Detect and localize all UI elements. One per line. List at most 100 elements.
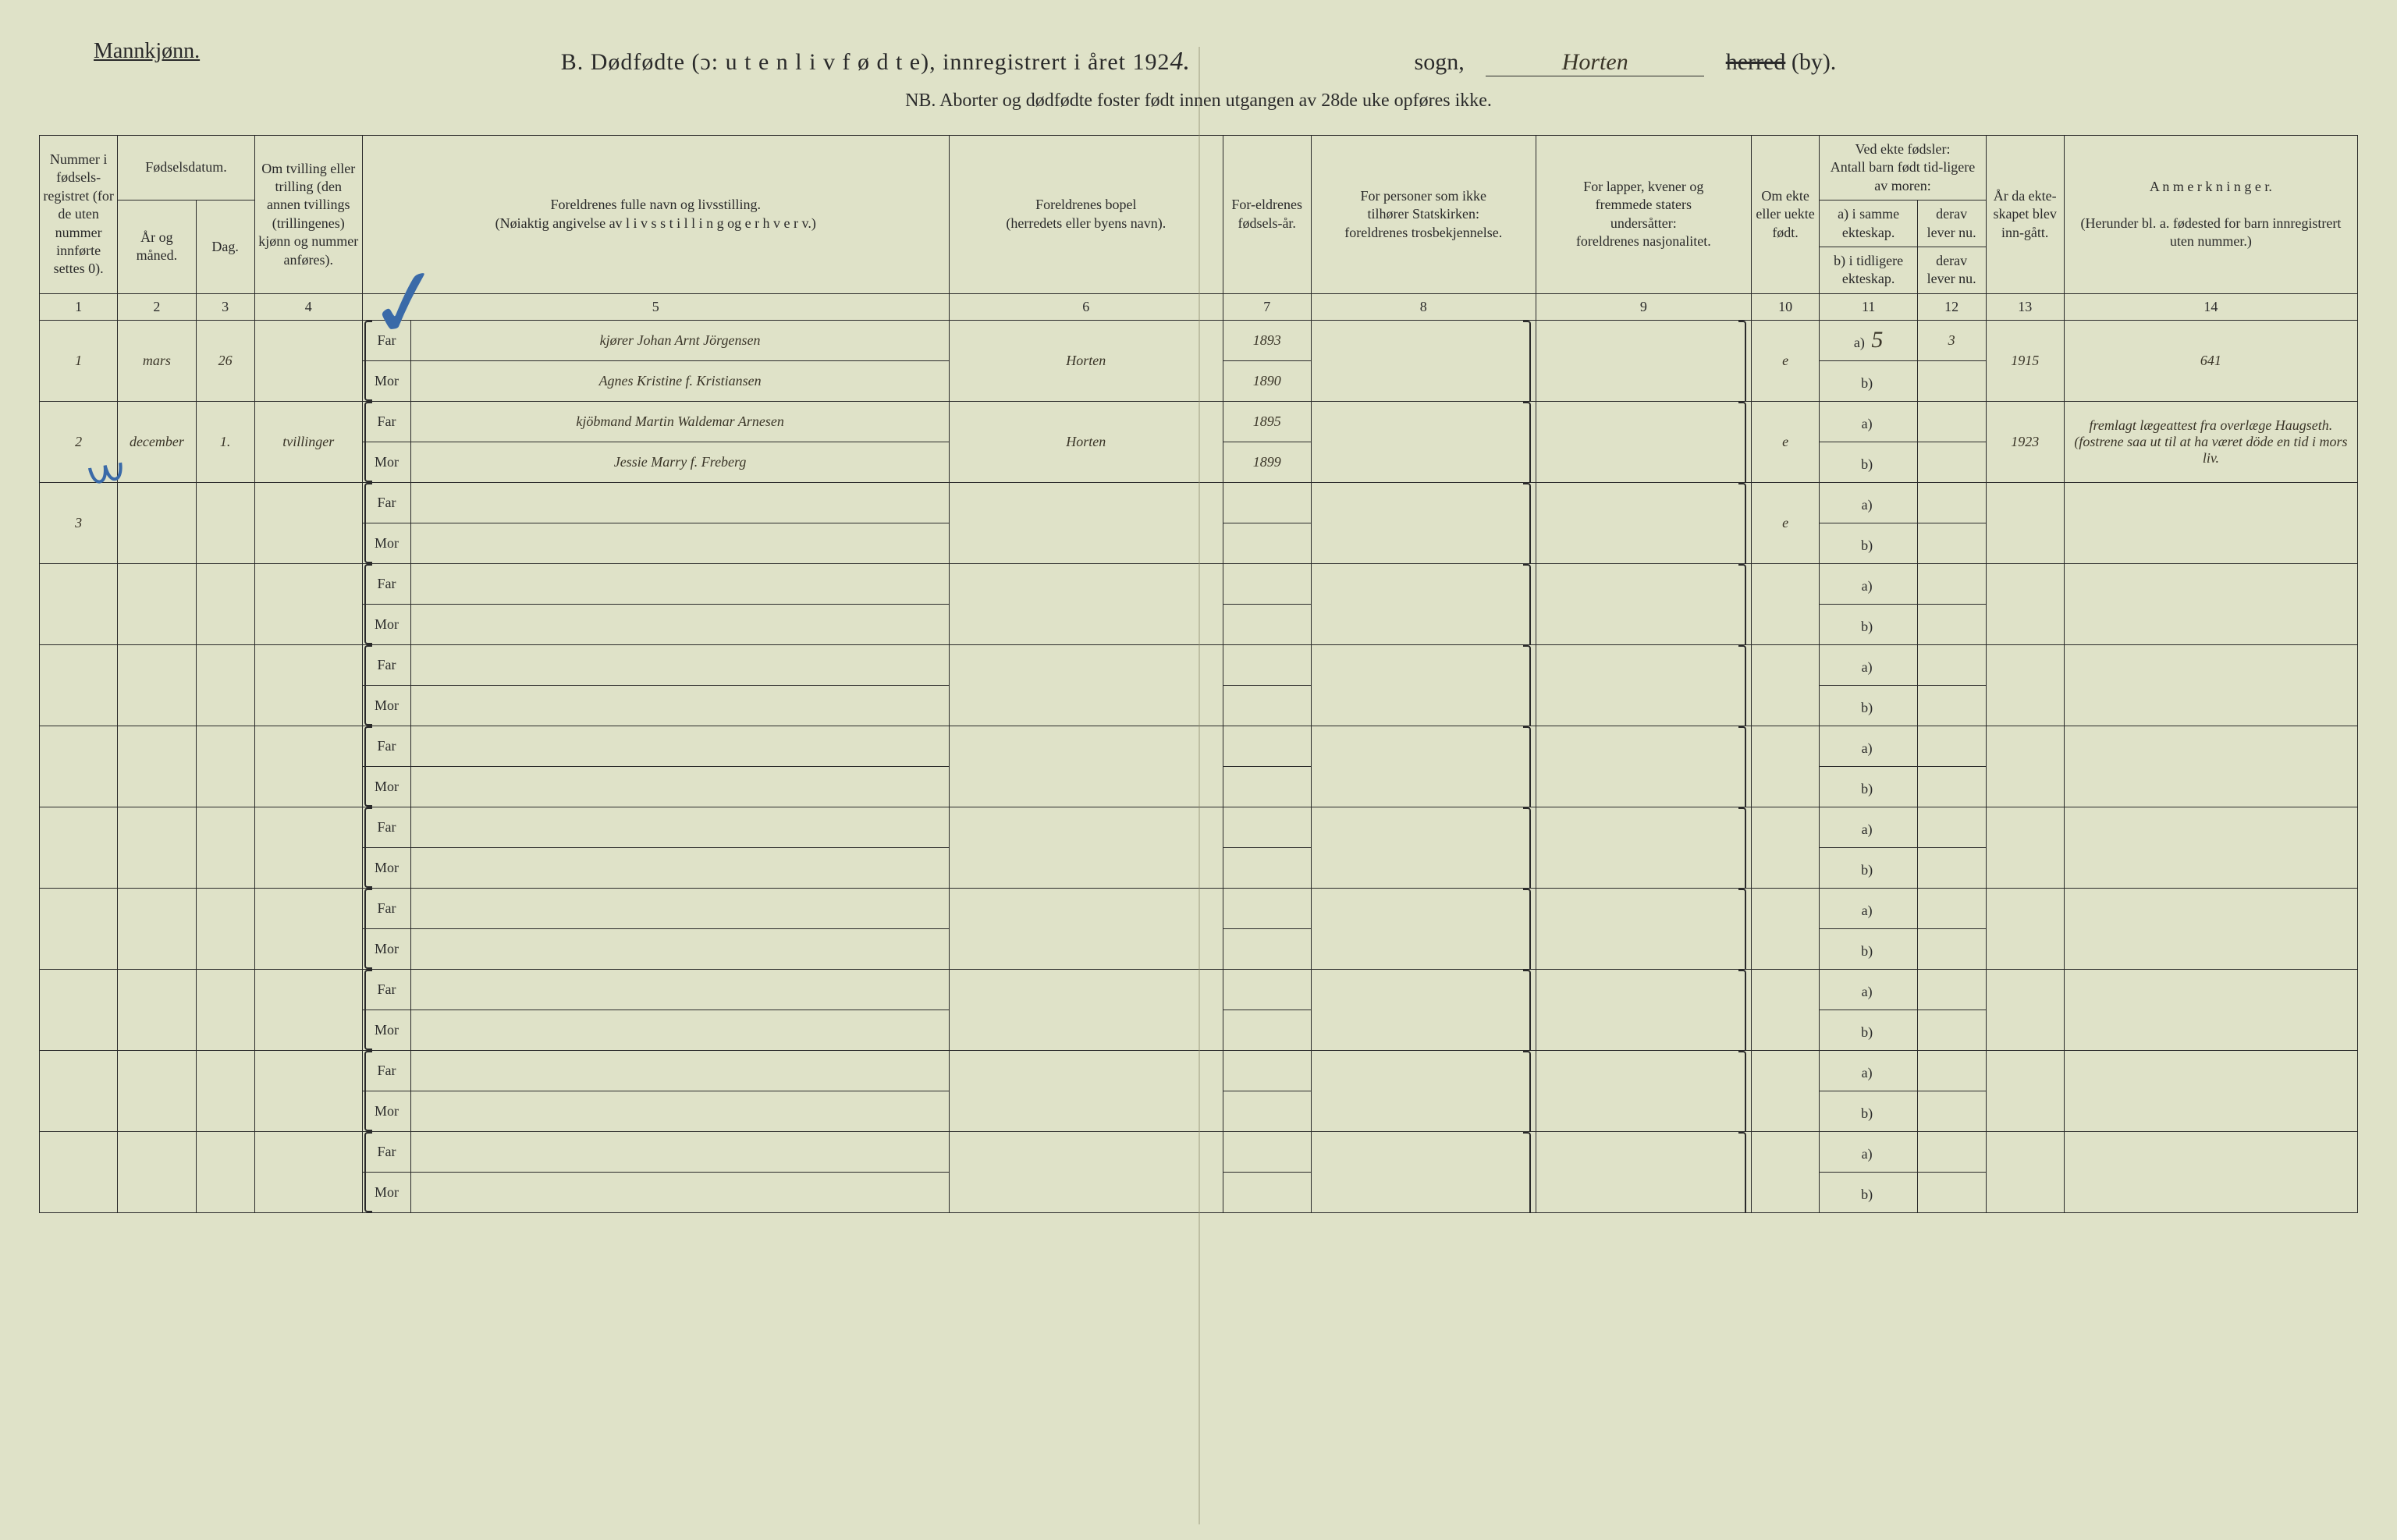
entry-ekte: e: [1751, 401, 1820, 482]
entry-ekte: [1751, 726, 1820, 807]
herred-strike: herred: [1726, 49, 1786, 75]
entry-bopel: [949, 1131, 1223, 1212]
entry-nationality: [1536, 888, 1751, 969]
entry-day: 1.: [196, 401, 254, 482]
table-row: Fara): [40, 726, 2358, 766]
b-earlier-marriage: b): [1820, 766, 1917, 807]
mor-label: Mor: [362, 1010, 411, 1050]
b-earlier-marriage: b): [1820, 1091, 1917, 1131]
table-row: Fara): [40, 1050, 2358, 1091]
entry-note: [2064, 1131, 2357, 1212]
far-name: kjöbmand Martin Waldemar Arnesen: [411, 401, 949, 442]
by-suffix: (by).: [1785, 49, 1836, 75]
far-name: [411, 1131, 949, 1172]
entry-bopel: [949, 888, 1223, 969]
far-birth-year: [1223, 888, 1311, 928]
far-label: Far: [362, 563, 411, 604]
a-same-marriage: a): [1820, 1131, 1917, 1172]
a-lever: [1917, 563, 1986, 604]
entry-ekte: [1751, 888, 1820, 969]
entry-faith: [1311, 1050, 1536, 1131]
entry-nationality: [1536, 401, 1751, 482]
entry-note: [2064, 888, 2357, 969]
b-earlier-marriage: b): [1820, 604, 1917, 644]
entry-day: [196, 726, 254, 807]
entry-nationality: [1536, 644, 1751, 726]
col-2-3-top: Fødselsdatum.: [118, 136, 255, 200]
a-same-marriage: a): [1820, 563, 1917, 604]
mor-name: [411, 523, 949, 563]
entry-twin: [254, 807, 362, 888]
nb-line: NB. Aborter og dødfødte foster født inne…: [39, 90, 2358, 112]
mor-label: Mor: [362, 604, 411, 644]
entry-month: [118, 1050, 196, 1131]
entry-nationality: [1536, 1050, 1751, 1131]
mor-name: [411, 766, 949, 807]
a-lever: [1917, 969, 1986, 1010]
entry-nationality: [1536, 320, 1751, 401]
entry-twin: tvillinger: [254, 401, 362, 482]
entry-month: [118, 807, 196, 888]
year-married: [1986, 563, 2064, 644]
col-10-header: Om ekte eller uekte født.: [1751, 136, 1820, 294]
entry-nationality: [1536, 726, 1751, 807]
mor-birth-year: [1223, 1010, 1311, 1050]
far-birth-year: [1223, 563, 1311, 604]
a-same-marriage: a) 5: [1820, 320, 1917, 360]
b-earlier-marriage: b): [1820, 1172, 1917, 1212]
entry-bopel: [949, 644, 1223, 726]
entry-faith: [1311, 563, 1536, 644]
entry-ekte: [1751, 563, 1820, 644]
entry-nationality: [1536, 1131, 1751, 1212]
colnum-11: 11: [1820, 293, 1917, 320]
entry-day: [196, 563, 254, 644]
entry-bopel: [949, 969, 1223, 1050]
far-label: Far: [362, 401, 411, 442]
a-lever: [1917, 482, 1986, 523]
far-label: Far: [362, 482, 411, 523]
entry-faith: [1311, 888, 1536, 969]
entry-note: [2064, 807, 2357, 888]
year-married: [1986, 1131, 2064, 1212]
entry-twin: [254, 1131, 362, 1212]
far-birth-year: 1893: [1223, 320, 1311, 360]
far-birth-year: [1223, 644, 1311, 685]
entry-faith: [1311, 644, 1536, 726]
far-label: Far: [362, 1131, 411, 1172]
col-1-header: Nummer i fødsels-registret (for de uten …: [40, 136, 118, 294]
col-13-header: År da ekte-skapet blev inn-gått.: [1986, 136, 2064, 294]
a-lever: [1917, 1050, 1986, 1091]
b-earlier-marriage: b): [1820, 847, 1917, 888]
entry-faith: [1311, 807, 1536, 888]
table-row: 3Farea): [40, 482, 2358, 523]
year-married: [1986, 888, 2064, 969]
ledger-page: ✓ ꒳ Mannkjønn. B. Dødfødte (ɔ: u t e n l…: [39, 47, 2358, 1524]
far-label: Far: [362, 888, 411, 928]
b-earlier-marriage: b): [1820, 928, 1917, 969]
colnum-12: 12: [1917, 293, 1986, 320]
colnum-1: 1: [40, 293, 118, 320]
entry-number: [40, 726, 118, 807]
entry-bopel: [949, 482, 1223, 563]
entry-nationality: [1536, 563, 1751, 644]
mor-name: Jessie Marry f. Freberg: [411, 442, 949, 482]
mor-birth-year: [1223, 523, 1311, 563]
b-earlier-marriage: b): [1820, 685, 1917, 726]
mor-birth-year: 1890: [1223, 360, 1311, 401]
entry-twin: [254, 1050, 362, 1131]
entry-note: [2064, 726, 2357, 807]
colnum-8: 8: [1311, 293, 1536, 320]
mor-birth-year: [1223, 685, 1311, 726]
b-lever: [1917, 442, 1986, 482]
entry-bopel: [949, 1050, 1223, 1131]
entry-day: [196, 807, 254, 888]
a-lever: [1917, 807, 1986, 847]
entry-note: fremlagt lægeattest fra overlæge Haugset…: [2064, 401, 2357, 482]
col-4-header: Om tvilling eller trilling (den annen tv…: [254, 136, 362, 294]
year-married: [1986, 807, 2064, 888]
entry-twin: [254, 482, 362, 563]
colnum-13: 13: [1986, 293, 2064, 320]
entry-day: [196, 482, 254, 563]
b-earlier-marriage: b): [1820, 1010, 1917, 1050]
mor-name: [411, 928, 949, 969]
